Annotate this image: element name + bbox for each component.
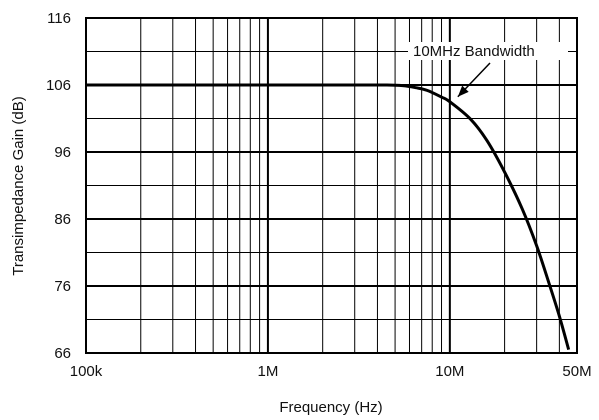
bandwidth-annotation: 10MHz Bandwidth	[408, 42, 568, 98]
grid	[85, 18, 578, 353]
annotation-label: 10MHz Bandwidth	[413, 43, 535, 60]
x-tick-label: 100k	[70, 363, 103, 380]
x-axis-ticks: 100k 1M 10M 50M	[70, 363, 592, 380]
y-tick-label: 76	[54, 278, 71, 295]
y-axis-title: Transimpedance Gain (dB)	[10, 96, 27, 276]
gain-curve	[86, 83, 571, 351]
y-tick-label: 86	[54, 211, 71, 228]
y-tick-label: 116	[47, 10, 71, 27]
x-axis-title: Frequency (Hz)	[279, 399, 382, 416]
x-tick-label: 50M	[562, 363, 591, 380]
annotation-arrowhead	[457, 85, 469, 97]
y-tick-label: 66	[54, 345, 71, 362]
plot-frame	[85, 17, 578, 354]
y-axis-ticks: 66 76 86 96 106 116	[46, 10, 71, 362]
y-tick-label: 96	[54, 144, 71, 161]
y-tick-label: 106	[46, 77, 71, 94]
x-tick-label: 1M	[257, 363, 278, 380]
x-tick-label: 10M	[435, 363, 464, 380]
